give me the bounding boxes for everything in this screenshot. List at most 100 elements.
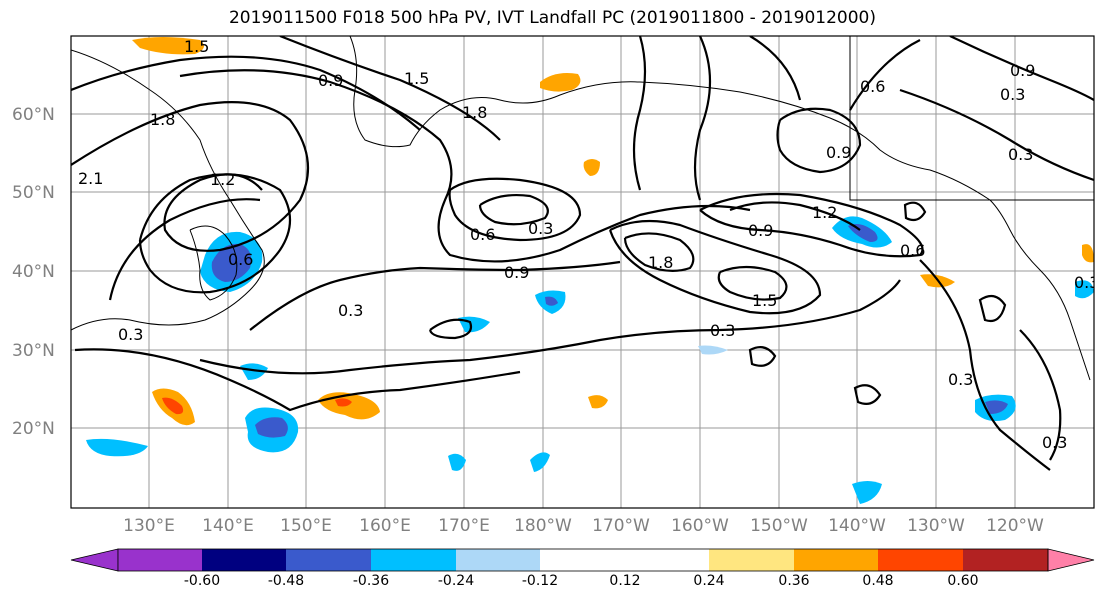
contour-label: 0.3 [118, 325, 143, 344]
shade-blob [1075, 280, 1094, 299]
contour-line [949, 36, 1094, 101]
contour-line [249, 260, 621, 331]
contour-line [608, 219, 822, 315]
contour-label: 0.3 [948, 370, 973, 389]
colorbar-extend-low [70, 548, 119, 572]
canada-border [849, 36, 1094, 201]
contour-line [776, 107, 862, 174]
contour-label: 0.3 [1008, 145, 1033, 164]
contour-label: 0.9 [826, 143, 851, 162]
shade-blob [985, 400, 1008, 414]
shade-blob [530, 452, 550, 472]
map-title: 2019011500 F018 500 hPa PV, IVT Landfall… [228, 8, 876, 28]
contour-line [903, 201, 927, 222]
contour-label: 0.3 [1042, 433, 1067, 452]
colorbar-segment [878, 549, 963, 571]
colorbar-extend-high [1047, 548, 1095, 572]
lat-label: 60°N [12, 105, 55, 125]
shade-blob [318, 392, 380, 420]
contour-line [849, 39, 921, 111]
colorbar-segment [456, 549, 540, 571]
contour-label: 1.5 [752, 291, 777, 310]
contour-line [279, 36, 501, 141]
shade-blob [588, 395, 608, 409]
colorbar-segment [625, 549, 709, 571]
contour-line [71, 101, 310, 252]
shade-blob [848, 224, 878, 242]
colorbar-tick-label: -0.60 [184, 573, 220, 589]
colorbar-segment [540, 549, 625, 571]
contour-line [623, 232, 695, 272]
shade-blob [545, 296, 558, 306]
shade-blob [240, 363, 268, 380]
contour-label: 1.8 [150, 110, 175, 129]
colorbar-tick-label: -0.24 [438, 573, 474, 589]
contour-label: 0.6 [860, 77, 885, 96]
latitude-labels: 60°N 50°N 40°N 30°N 20°N [12, 105, 55, 439]
colorbar-ticks: -0.60 -0.48 -0.36 -0.24 -0.12 0.12 0.24 … [184, 573, 979, 589]
shade-blob [86, 438, 148, 457]
shade-blob [852, 481, 882, 504]
contour-label: 0.9 [504, 263, 529, 282]
contour-line [74, 348, 521, 412]
contour-line [632, 36, 647, 191]
colorbar-frame [117, 548, 1049, 572]
contour-line [717, 265, 788, 301]
contour-label: 1.8 [648, 253, 673, 272]
asia-coast [71, 49, 265, 331]
lat-label: 20°N [12, 419, 55, 439]
shade-blob [698, 345, 728, 355]
colorbar-tick-label: -0.12 [522, 573, 558, 589]
contour-label: 0.3 [528, 219, 553, 238]
contour-line [919, 259, 1051, 471]
lon-label: 150°W [750, 516, 808, 536]
lon-label: 150°E [280, 516, 332, 536]
colorbar-segment [202, 549, 286, 571]
lon-label: 140°E [202, 516, 254, 536]
colorbar-segment [709, 549, 794, 571]
colorbar-segment [371, 549, 456, 571]
contour-line [71, 55, 421, 131]
contour-label: 0.9 [748, 221, 773, 240]
shade-blob [255, 417, 288, 438]
colorbar-tick-label: -0.36 [353, 573, 389, 589]
contour-line [748, 345, 777, 367]
contour-label: 1.8 [462, 103, 487, 122]
coastlines [71, 36, 1094, 381]
lon-label: 120°W [986, 516, 1044, 536]
shade-blob [1082, 244, 1094, 263]
colorbar-tick-label: 0.36 [778, 573, 809, 589]
colorbar-segment [963, 549, 1048, 571]
contour-line [448, 177, 582, 242]
longitude-labels: 130°E 140°E 150°E 160°E 170°E 180°W 170°… [123, 516, 1044, 536]
contour-labels: 0.9 1.5 1.8 0.6 0.9 0.3 0.3 0.6 0.3 0.9 … [78, 37, 1099, 452]
contour-line [138, 173, 291, 294]
contour-label: 0.3 [710, 321, 735, 340]
lon-label: 170°W [592, 516, 650, 536]
contour-line [853, 384, 882, 405]
contour-label: 1.5 [184, 37, 209, 56]
map-frame [70, 35, 1095, 509]
graticule [71, 36, 1094, 508]
contour-label: 0.3 [1074, 273, 1099, 292]
contour-line [978, 294, 1007, 323]
lon-label: 180°W [514, 516, 572, 536]
contour-label: 0.6 [470, 225, 495, 244]
colorbar-tick-label: 0.60 [947, 573, 978, 589]
contour-label: 0.9 [1010, 61, 1035, 80]
contour-line [1019, 329, 1062, 461]
colorbar-tick-label: 0.12 [609, 573, 640, 589]
shade-blob [132, 37, 204, 55]
contour-label: 1.5 [404, 69, 429, 88]
contour-line [199, 279, 901, 375]
contour-line [749, 36, 802, 101]
contour-line [693, 36, 712, 201]
colorbar-segment [286, 549, 371, 571]
contour-label: 0.9 [318, 71, 343, 90]
contour-label: 1.2 [812, 203, 837, 222]
north-pacific-coast [349, 36, 1091, 381]
contour-label: 0.6 [228, 250, 253, 269]
japan-coast [189, 225, 238, 301]
pv-shading [86, 37, 1094, 504]
colorbar-segment [118, 549, 202, 571]
